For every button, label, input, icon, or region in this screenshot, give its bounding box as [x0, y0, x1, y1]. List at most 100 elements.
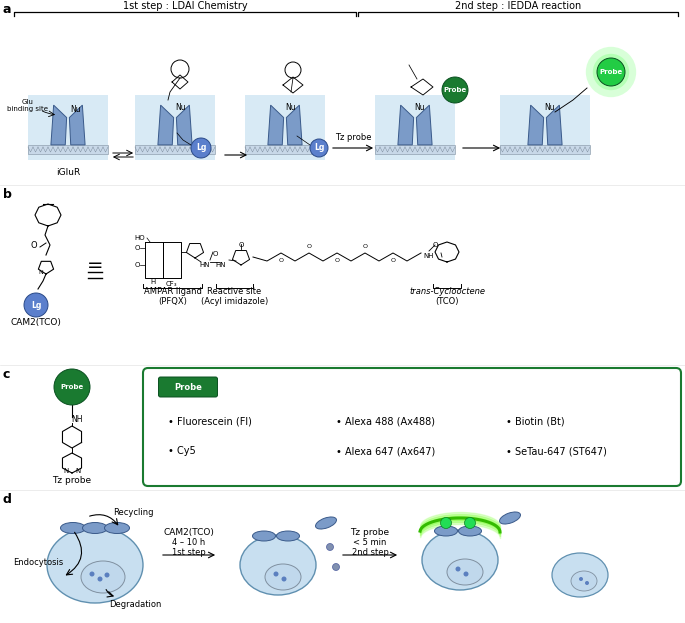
FancyBboxPatch shape — [158, 377, 218, 397]
Ellipse shape — [499, 512, 521, 524]
Ellipse shape — [253, 531, 275, 541]
Text: (PFQX): (PFQX) — [158, 297, 187, 306]
Polygon shape — [398, 105, 414, 145]
Text: d: d — [3, 493, 12, 506]
Circle shape — [597, 58, 625, 86]
Text: HO: HO — [135, 235, 145, 241]
Text: 2nd step: 2nd step — [351, 548, 388, 557]
Polygon shape — [416, 105, 432, 145]
Text: O: O — [31, 240, 37, 249]
Circle shape — [191, 138, 211, 158]
Text: O: O — [279, 257, 284, 262]
Circle shape — [585, 581, 589, 585]
Circle shape — [105, 573, 110, 578]
Text: H: H — [151, 279, 155, 285]
Bar — [375, 95, 455, 160]
Text: Tz probe: Tz probe — [53, 476, 92, 485]
Text: Probe: Probe — [443, 87, 466, 93]
Ellipse shape — [47, 527, 143, 603]
Text: b: b — [3, 188, 12, 201]
Circle shape — [327, 543, 334, 551]
Text: • SeTau-647 (ST647): • SeTau-647 (ST647) — [506, 446, 607, 456]
Text: Nu: Nu — [286, 103, 297, 112]
Text: Lg: Lg — [314, 143, 324, 153]
Text: O: O — [432, 242, 438, 248]
Text: Glu
binding site: Glu binding site — [8, 98, 49, 112]
Bar — [245, 95, 325, 160]
Polygon shape — [268, 105, 284, 145]
Circle shape — [282, 576, 286, 581]
Bar — [245, 145, 325, 154]
Text: HN: HN — [200, 262, 210, 268]
Text: 1st step : LDAI Chemistry: 1st step : LDAI Chemistry — [123, 1, 247, 11]
Ellipse shape — [571, 571, 597, 591]
Text: 1st step: 1st step — [172, 548, 206, 557]
Text: (Acyl imidazole): (Acyl imidazole) — [201, 297, 268, 306]
Bar — [135, 145, 215, 154]
Text: N: N — [38, 270, 43, 275]
Text: NH: NH — [424, 253, 434, 259]
Circle shape — [464, 518, 475, 528]
Ellipse shape — [422, 530, 498, 590]
Bar — [500, 145, 590, 154]
FancyBboxPatch shape — [143, 368, 681, 486]
Bar — [500, 95, 590, 160]
Text: Degradation: Degradation — [109, 600, 161, 609]
Text: < 5 min: < 5 min — [353, 538, 387, 547]
Text: O: O — [134, 262, 140, 268]
Text: Reactive site: Reactive site — [208, 287, 262, 296]
Ellipse shape — [277, 531, 299, 541]
Text: Lg: Lg — [196, 143, 206, 153]
Ellipse shape — [458, 526, 482, 536]
Ellipse shape — [265, 564, 301, 590]
Ellipse shape — [434, 526, 458, 536]
Circle shape — [456, 566, 460, 571]
Text: Nu: Nu — [175, 103, 186, 112]
Text: NH: NH — [71, 416, 83, 424]
Text: Lg: Lg — [31, 300, 41, 310]
Bar — [375, 145, 455, 154]
Circle shape — [90, 571, 95, 576]
Ellipse shape — [447, 559, 483, 585]
Ellipse shape — [552, 553, 608, 597]
Text: N: N — [64, 468, 68, 474]
Polygon shape — [176, 105, 192, 145]
Ellipse shape — [316, 517, 336, 529]
Text: Probe: Probe — [599, 69, 623, 75]
Text: CAM2(TCO): CAM2(TCO) — [164, 528, 214, 537]
Polygon shape — [51, 105, 66, 145]
Circle shape — [54, 369, 90, 405]
Polygon shape — [286, 105, 302, 145]
Text: Nu: Nu — [545, 103, 556, 112]
Ellipse shape — [240, 535, 316, 595]
Text: • Alexa 488 (Ax488): • Alexa 488 (Ax488) — [336, 416, 435, 426]
Circle shape — [442, 77, 468, 103]
Text: Tz probe: Tz probe — [335, 133, 371, 142]
Text: Probe: Probe — [60, 384, 84, 390]
Text: • Fluorescein (Fl): • Fluorescein (Fl) — [168, 416, 252, 426]
Circle shape — [97, 576, 103, 581]
Text: 2nd step : IEDDA reaction: 2nd step : IEDDA reaction — [455, 1, 581, 11]
Text: CF₃: CF₃ — [165, 281, 177, 287]
Text: O: O — [362, 244, 367, 249]
Text: 4 – 10 h: 4 – 10 h — [173, 538, 206, 547]
Text: Tz probe: Tz probe — [351, 528, 390, 537]
Text: O: O — [134, 245, 140, 251]
Text: O: O — [390, 257, 395, 262]
Text: CAM2(TCO): CAM2(TCO) — [10, 318, 62, 327]
Bar — [28, 145, 108, 154]
Circle shape — [310, 139, 328, 157]
Text: AMPAR ligand: AMPAR ligand — [144, 287, 201, 296]
Circle shape — [332, 563, 340, 571]
Text: O: O — [212, 251, 218, 257]
Circle shape — [440, 518, 451, 528]
Circle shape — [24, 293, 48, 317]
Bar — [28, 95, 108, 160]
Text: c: c — [3, 368, 10, 381]
Ellipse shape — [60, 523, 86, 533]
Circle shape — [586, 47, 636, 97]
Circle shape — [464, 571, 469, 576]
Text: a: a — [3, 3, 12, 16]
Ellipse shape — [81, 561, 125, 593]
Text: O: O — [334, 257, 340, 262]
